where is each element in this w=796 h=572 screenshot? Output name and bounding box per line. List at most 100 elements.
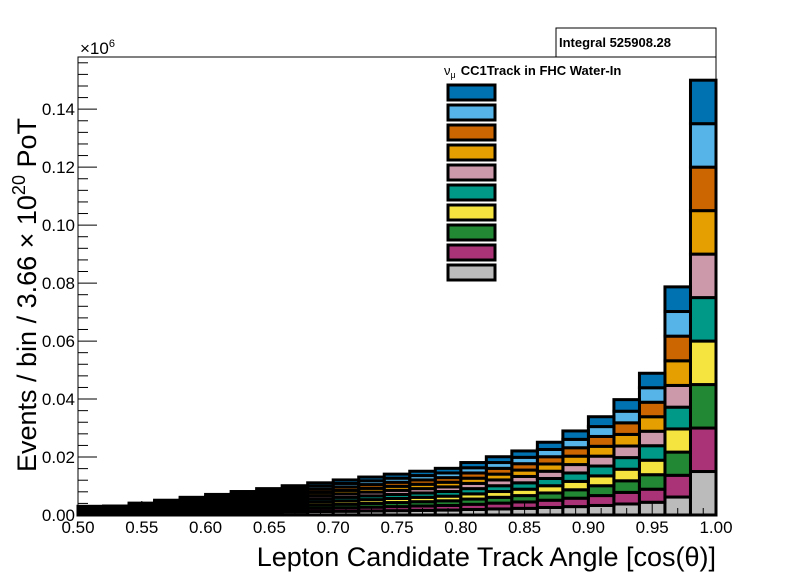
y-tick-label: 0.02 [42,448,75,467]
y-tick-label: 0.12 [42,158,75,177]
bar-segment [663,334,692,363]
legend-swatch [446,243,497,262]
bar-segment [102,504,131,509]
bar-segment [688,122,718,169]
bar-segment [484,455,514,465]
bar-segment [612,398,641,413]
bar-segment [663,359,692,387]
bar-segment [331,478,361,485]
x-tick-label: 0.95 [636,518,669,537]
bar-segment [663,310,692,338]
bar-segment [663,427,692,454]
legend-swatch [446,263,497,282]
bar-segment [688,78,718,126]
y-multiplier-base: ×10 [80,39,109,58]
legend-swatch [446,143,497,162]
bar-segment [612,444,641,460]
legend-title: νμ CC1Track in FHC Water-In [444,63,621,80]
legend-swatch [446,163,497,182]
bar-segment [408,469,437,478]
bar-segment [255,487,284,493]
bar-segment [637,386,667,404]
bar-segment [663,285,692,314]
bar-segment [153,498,182,504]
bar-segment [637,429,667,448]
y-tick-label: 0.04 [42,390,75,409]
bar-segment [433,466,463,475]
bar-segment [178,495,208,501]
y-axis-ticks: 0.00 0.02 0.04 0.06 0.08 0.10 0.12 0.14 [42,62,97,525]
legend-title-mu-sub: μ [451,70,456,80]
bar-segment [612,421,641,436]
bar-segment [637,415,667,433]
bar-segment [688,252,718,300]
x-axis-title: Lepton Candidate Track Angle [cos(θ)] [257,542,716,572]
bar-segment [76,504,106,509]
bar-segment [612,467,641,483]
bar-segment [612,456,641,471]
x-tick-label: 1.00 [699,518,732,537]
y-tick-label: 0.08 [42,274,75,293]
y-axis-title: Events / bin / 3.66 × 1020 PoT [9,118,42,472]
bar-segment [637,473,667,491]
legend-title-nu: ν [444,63,451,78]
bar-segment [229,490,259,496]
bar-segment [637,487,667,504]
bar-segment [637,444,667,462]
x-tick-label: 0.90 [572,518,605,537]
bar-segment [663,473,692,499]
bar-segment [510,449,539,459]
legend-swatch [446,183,497,202]
legend-title-rest: CC1Track in FHC Water-In [461,63,622,78]
bar-segment [561,429,590,441]
legend-swatch [446,223,497,242]
bar-segment [382,472,412,480]
bar-segment [663,450,692,477]
bar-segment [612,479,641,494]
y-title-suffix: PoT [12,118,42,175]
bar-segment [204,492,233,498]
legend-swatch [446,123,497,142]
bar-segment [688,383,718,430]
bar-segment [637,371,667,390]
legend-swatch [446,83,497,102]
legend-swatch [446,203,497,222]
bar-segment [586,415,616,429]
legend-swatch [446,103,497,122]
bar-segment [637,458,667,477]
bar-segment [612,409,641,425]
x-tick-label: 0.75 [380,518,413,537]
x-axis-ticks: 0.50 0.55 0.60 0.65 0.70 0.75 0.80 0.85 0.90 0.95… [61,501,733,537]
bar-segment [612,432,641,448]
y-tick-label: 0.10 [42,216,75,235]
bar-segment [535,440,565,451]
bar-segment [306,481,335,488]
bar-segment [663,383,692,409]
histogram-bars [76,78,718,517]
y-title-main: Events / bin / 3.66 × 10 [12,195,42,472]
x-tick-label: 0.50 [61,518,94,537]
x-tick-label: 0.80 [444,518,477,537]
bar-segment [688,165,718,213]
bar-segment [663,405,692,431]
y-multiplier-exponent: 6 [109,38,115,50]
legend [446,83,497,282]
y-tick-label: 0.14 [42,100,75,119]
bar-segment [459,461,488,470]
bar-segment [280,484,310,491]
bar-segment [688,339,718,387]
y-axis-multiplier: ×106 [80,38,115,58]
y-tick-label: 0.00 [42,506,75,525]
bar-segment [612,490,641,506]
stats-integral: Integral 525908.28 [559,35,671,50]
bar-segment [688,296,718,343]
bar-segment [688,209,718,256]
x-tick-label: 0.85 [508,518,541,537]
y-title-exponent: 20 [9,175,29,195]
x-tick-label: 0.65 [253,518,286,537]
y-tick-label: 0.06 [42,332,75,351]
bar-segment [357,475,386,483]
bar-segment [688,426,718,474]
bar-segment [637,400,667,419]
